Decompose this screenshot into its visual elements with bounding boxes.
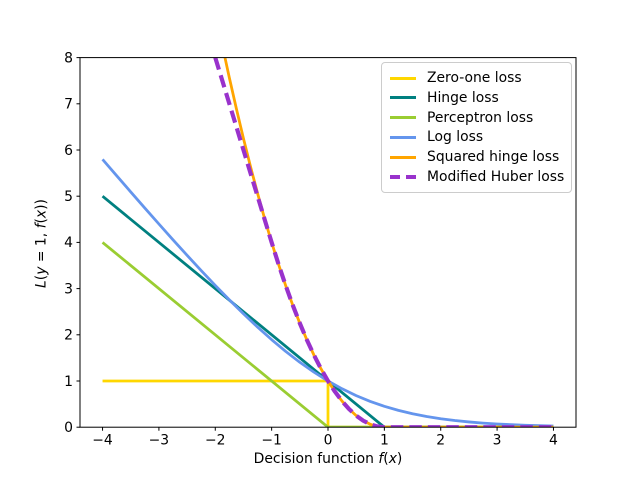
label-run: f bbox=[33, 223, 50, 229]
series-line-zero-one-loss bbox=[102, 379, 554, 428]
legend-line-swatch bbox=[390, 76, 416, 80]
legend-item-label: Perceptron loss bbox=[427, 109, 534, 126]
label-run: )) bbox=[33, 199, 50, 210]
y-tick-label: 6 bbox=[64, 143, 73, 159]
x-tick-label: −3 bbox=[149, 433, 169, 449]
legend-item-label: Modified Huber loss bbox=[427, 168, 565, 185]
y-tick-label: 2 bbox=[64, 328, 73, 344]
x-tick-label: 4 bbox=[549, 433, 558, 449]
series-line-perceptron-loss bbox=[101, 241, 554, 428]
y-tick-label: 0 bbox=[64, 420, 73, 436]
y-tick-label: 5 bbox=[64, 189, 73, 205]
y-axis-label: L(y = 1, f(x)) bbox=[34, 44, 51, 444]
label-run: ( bbox=[33, 218, 50, 224]
series-line-modified-huber-loss bbox=[213, 57, 554, 428]
legend-item: Zero-one loss bbox=[390, 69, 563, 87]
legend-line-swatch bbox=[390, 155, 416, 159]
y-tick-label: 1 bbox=[64, 374, 73, 390]
legend-item: Log loss bbox=[390, 128, 563, 146]
label-run: x bbox=[388, 451, 397, 467]
legend-item: Squared hinge loss bbox=[390, 148, 563, 166]
label-run: L bbox=[33, 280, 50, 288]
y-tick-label: 4 bbox=[64, 235, 73, 251]
y-tick-label: 8 bbox=[64, 50, 73, 66]
x-tick-label: −4 bbox=[92, 433, 113, 449]
legend-item: Hinge loss bbox=[390, 89, 563, 107]
label-run: x bbox=[33, 209, 50, 219]
label-run: ( bbox=[33, 274, 50, 281]
legend-item-label: Squared hinge loss bbox=[427, 149, 560, 166]
legend-item: Modified Huber loss bbox=[390, 168, 565, 186]
legend-item-label: Log loss bbox=[427, 129, 484, 146]
tick-labels: −4 −3 −2 −1 0 1 2 3 4 0 1 2 3 4 5 6 7 8 bbox=[64, 50, 558, 448]
legend-item: Perceptron loss bbox=[390, 109, 563, 127]
legend: Zero-one loss Hinge loss Perceptron loss… bbox=[381, 62, 572, 193]
x-tick-label: 3 bbox=[493, 433, 502, 449]
label-run: ) bbox=[396, 451, 403, 467]
x-tick-label: −1 bbox=[261, 433, 281, 449]
axis-ticks bbox=[76, 57, 554, 431]
legend-line-swatch bbox=[390, 135, 416, 139]
legend-item-label: Hinge loss bbox=[427, 89, 499, 106]
x-tick-label: 1 bbox=[380, 433, 389, 449]
label-run: = 1, bbox=[33, 228, 50, 267]
x-tick-label: −2 bbox=[205, 433, 225, 449]
x-tick-label: 2 bbox=[436, 433, 445, 449]
label-run: ( bbox=[383, 451, 389, 467]
x-tick-label: 0 bbox=[324, 433, 333, 449]
legend-item-label: Zero-one loss bbox=[427, 70, 522, 86]
label-run: Decision function bbox=[253, 451, 379, 467]
x-axis-label: Decision function f(x) bbox=[128, 451, 528, 467]
series-line-hinge-loss bbox=[101, 195, 554, 428]
legend-line-swatch bbox=[390, 174, 416, 179]
legend-line-swatch bbox=[390, 116, 416, 120]
series-lines bbox=[101, 57, 554, 428]
label-run: y bbox=[33, 266, 50, 275]
legend-line-swatch bbox=[390, 96, 416, 100]
label-run: f bbox=[378, 451, 384, 467]
y-tick-label: 7 bbox=[64, 97, 73, 113]
y-tick-label: 3 bbox=[64, 281, 73, 297]
